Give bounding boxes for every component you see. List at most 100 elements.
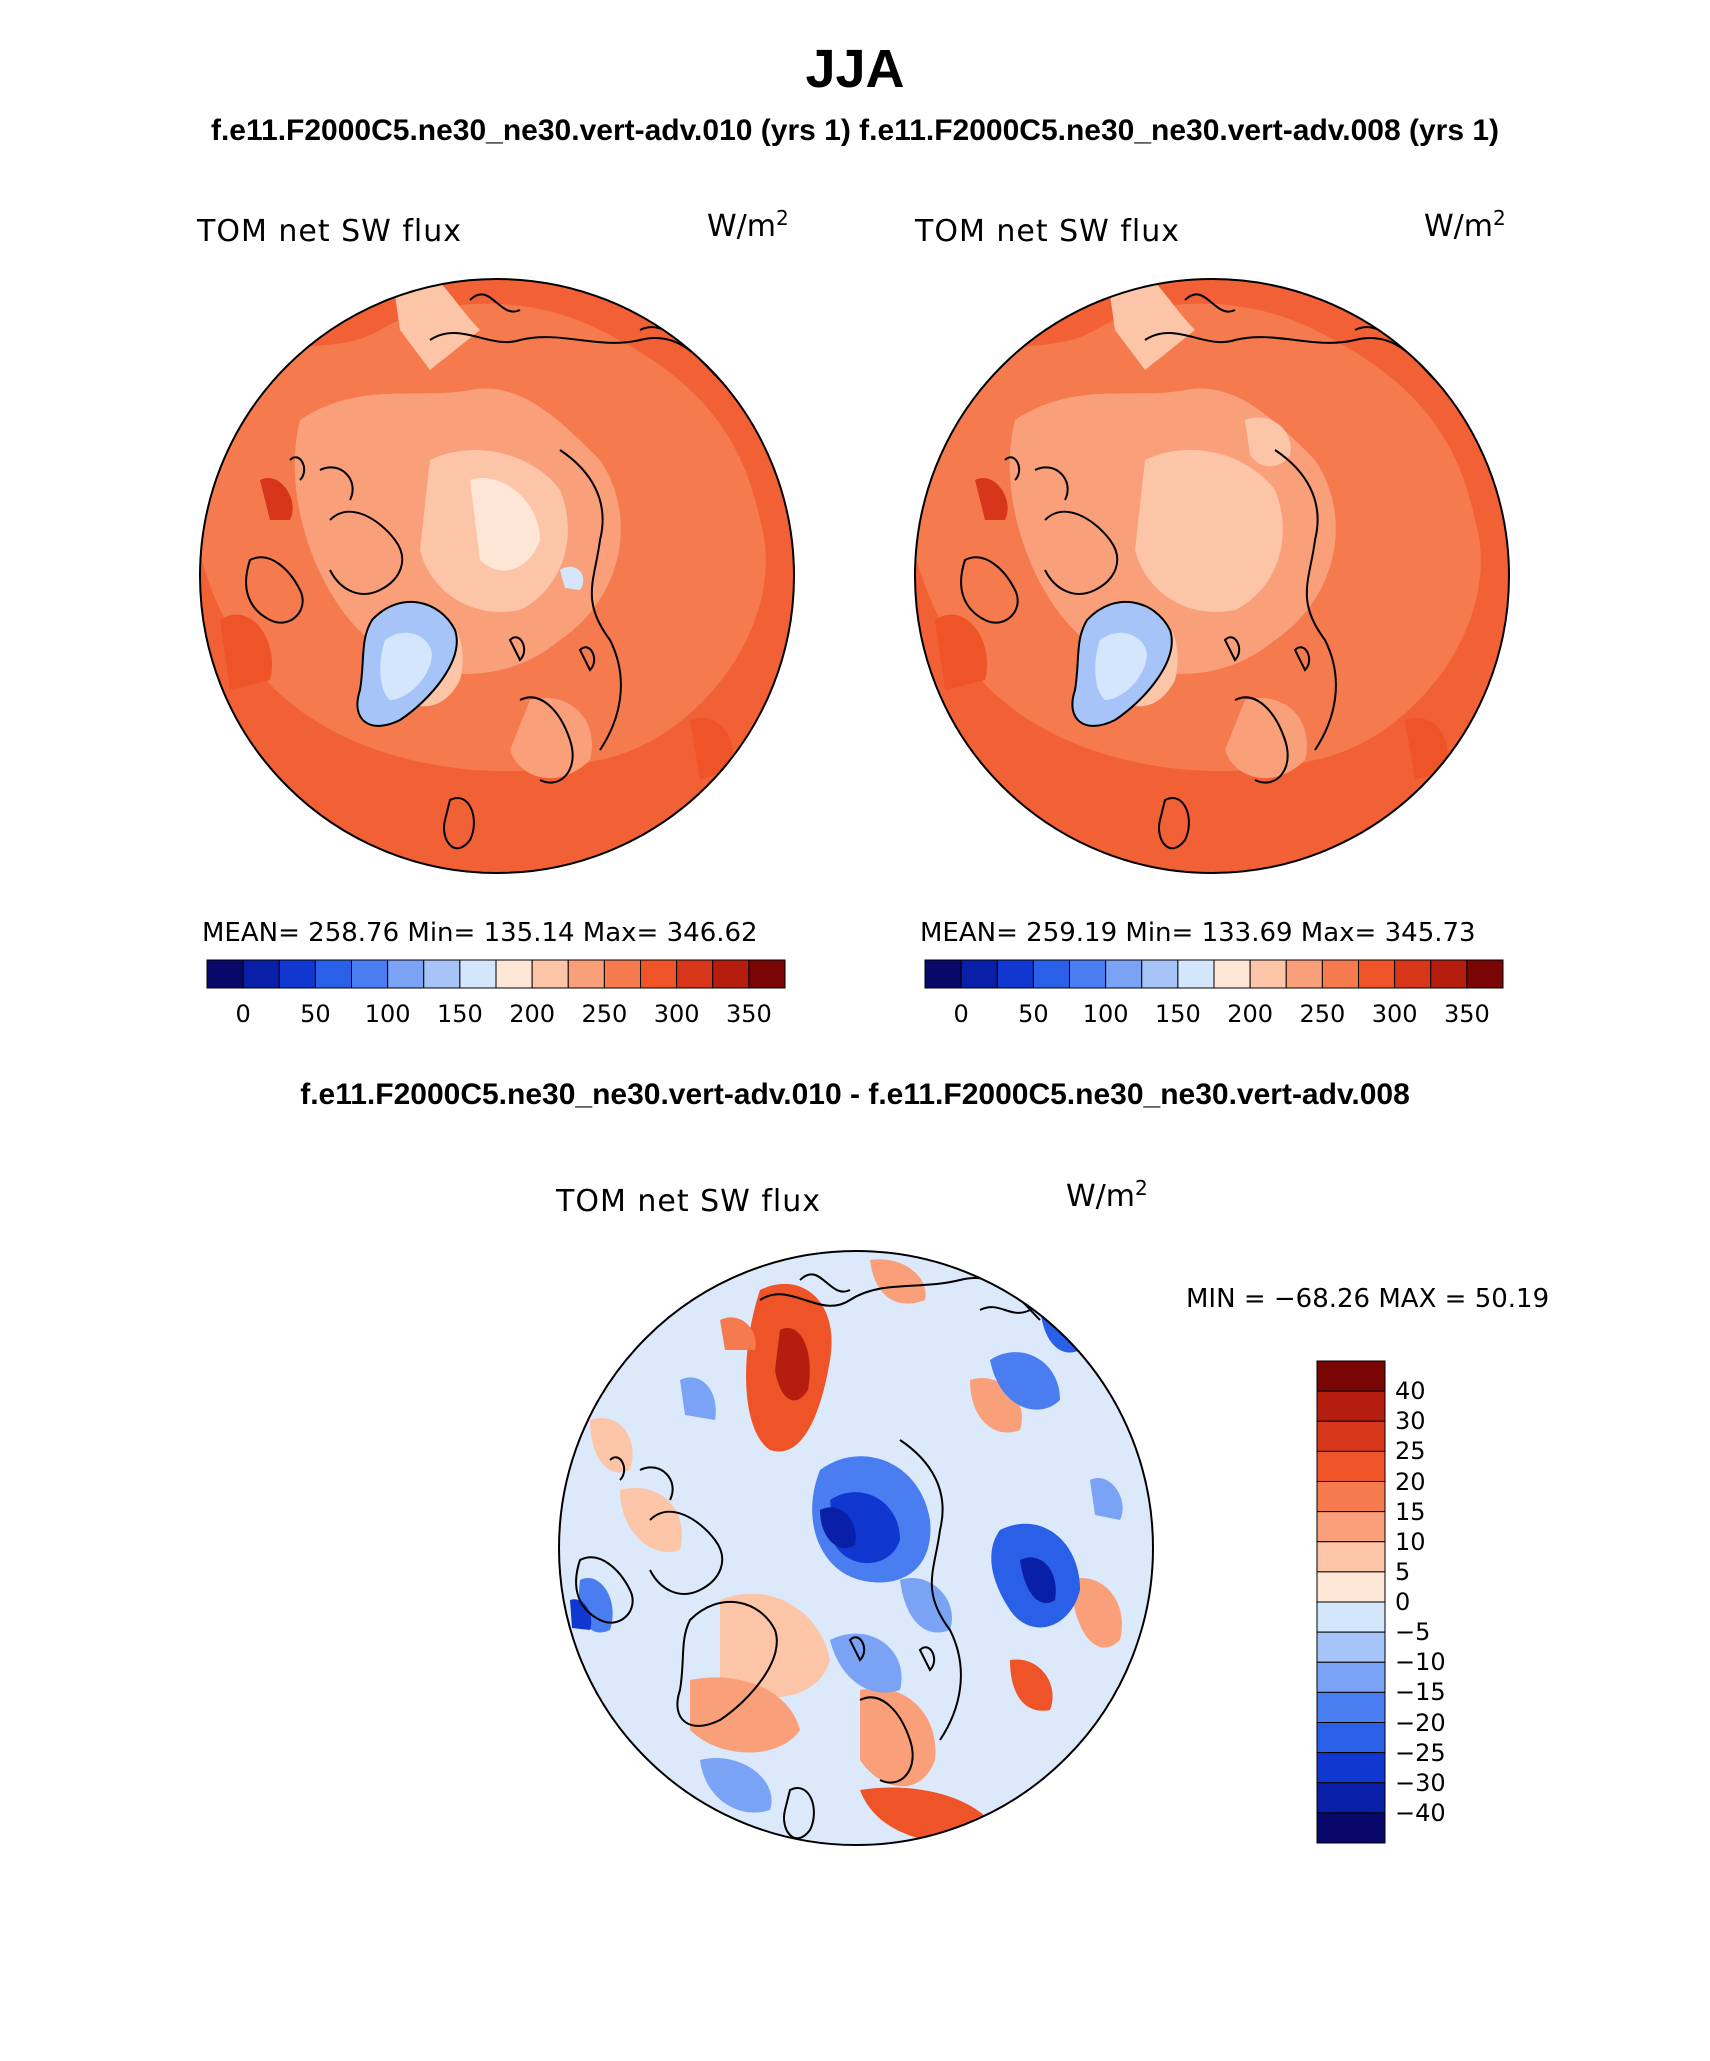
colorbar-swatch	[1316, 1481, 1386, 1513]
panel1-units-label: W/m2	[707, 206, 789, 244]
diff-title: f.e11.F2000C5.ne30_ne30.vert-adv.010 - f…	[300, 1078, 1410, 1111]
panel1-colorbar	[206, 959, 786, 989]
colorbar-tick-label: 50	[1018, 1000, 1049, 1028]
colorbar-swatch	[206, 959, 244, 989]
colorbar-swatch	[1249, 959, 1287, 989]
colorbar-swatch	[387, 959, 425, 989]
colorbar-swatch	[1316, 1571, 1386, 1603]
colorbar-swatch	[1466, 959, 1504, 989]
colorbar-tick-label: 25	[1395, 1437, 1426, 1466]
colorbar-tick-label: 0	[953, 1000, 969, 1028]
colorbar-tick-label: −25	[1395, 1738, 1446, 1767]
colorbar-tick-label: 0	[1395, 1588, 1411, 1616]
colorbar-swatch	[459, 959, 497, 989]
colorbar-swatch	[712, 959, 750, 989]
diff-variable-label: TOM net SW flux	[556, 1184, 822, 1219]
colorbar-swatch	[351, 959, 389, 989]
colorbar-swatch	[1316, 1601, 1386, 1633]
diff-polar-map	[558, 1250, 1154, 1846]
colorbar-tick-label: 250	[581, 1000, 628, 1028]
colorbar-swatch	[640, 959, 678, 989]
panel1-stats: MEAN= 258.76 Min= 135.14 Max= 346.62	[202, 918, 758, 948]
colorbar-swatch	[1316, 1661, 1386, 1693]
colorbar-tick-label: 50	[300, 1000, 331, 1028]
diff-stats: MIN = −68.26 MAX = 50.19	[1186, 1284, 1550, 1314]
colorbar-swatch	[1177, 959, 1215, 989]
colorbar-swatch	[676, 959, 714, 989]
colorbar-tick-label: −30	[1395, 1768, 1446, 1797]
colorbar-swatch	[1285, 959, 1323, 989]
colorbar-swatch	[748, 959, 786, 989]
colorbar-tick-label: 40	[1395, 1377, 1426, 1406]
colorbar-swatch	[567, 959, 605, 989]
colorbar-swatch	[1032, 959, 1070, 989]
diff-field	[559, 1251, 1153, 1845]
colorbar-tick-label: 100	[364, 1000, 411, 1028]
colorbar-tick-label: −15	[1395, 1678, 1446, 1707]
colorbar-swatch	[423, 959, 461, 989]
colorbar-swatch	[278, 959, 316, 989]
diff-units-label: W/m2	[1066, 1176, 1148, 1214]
colorbar-tick-label: 15	[1395, 1497, 1426, 1526]
colorbar-swatch	[1316, 1420, 1386, 1452]
panel1-variable-label: TOM net SW flux	[197, 214, 463, 249]
colorbar-swatch	[1105, 959, 1143, 989]
colorbar-swatch	[603, 959, 641, 989]
colorbar-swatch	[242, 959, 280, 989]
colorbar-tick-label: 250	[1299, 1000, 1346, 1028]
case-titles: f.e11.F2000C5.ne30_ne30.vert-adv.010 (yr…	[210, 114, 1500, 147]
panel2-stats: MEAN= 259.19 Min= 133.69 Max= 345.73	[920, 918, 1476, 948]
panel1-polar-map	[199, 278, 795, 874]
colorbar-swatch	[1316, 1691, 1386, 1723]
colorbar-swatch	[1316, 1752, 1386, 1784]
colorbar-swatch	[495, 959, 533, 989]
panel2-field	[915, 279, 1509, 873]
colorbar-tick-label: 200	[1227, 1000, 1274, 1028]
colorbar-swatch	[1316, 1541, 1386, 1573]
colorbar-tick-label: 350	[725, 1000, 772, 1028]
colorbar-tick-label: 150	[1154, 1000, 1201, 1028]
colorbar-swatch	[1321, 959, 1359, 989]
colorbar-tick-label: −10	[1395, 1648, 1446, 1677]
colorbar-tick-label: 0	[235, 1000, 251, 1028]
colorbar-tick-label: 300	[653, 1000, 700, 1028]
plot-title: JJA	[805, 39, 905, 99]
panel2-units-label: W/m2	[1424, 206, 1506, 244]
colorbar-swatch	[1069, 959, 1107, 989]
colorbar-swatch	[960, 959, 998, 989]
colorbar-tick-label: 100	[1082, 1000, 1129, 1028]
colorbar-tick-label: −5	[1395, 1618, 1431, 1647]
colorbar-tick-label: −20	[1395, 1708, 1446, 1737]
colorbar-swatch	[1316, 1631, 1386, 1663]
colorbar-tick-label: 5	[1395, 1557, 1411, 1586]
colorbar-tick-label: 300	[1371, 1000, 1418, 1028]
panel2-variable-label: TOM net SW flux	[915, 214, 1181, 249]
panel2-colorbar	[924, 959, 1504, 989]
diff-colorbar	[1316, 1360, 1386, 1844]
colorbar-swatch	[1316, 1722, 1386, 1754]
colorbar-tick-label: 150	[436, 1000, 483, 1028]
colorbar-tick-label: 10	[1395, 1527, 1426, 1556]
colorbar-swatch	[314, 959, 352, 989]
colorbar-swatch	[996, 959, 1034, 989]
colorbar-swatch	[1316, 1390, 1386, 1422]
colorbar-swatch	[1316, 1450, 1386, 1482]
colorbar-swatch	[1141, 959, 1179, 989]
colorbar-tick-label: 30	[1395, 1407, 1426, 1436]
colorbar-tick-label: 350	[1443, 1000, 1490, 1028]
colorbar-swatch	[1316, 1812, 1386, 1844]
colorbar-swatch	[1358, 959, 1396, 989]
colorbar-swatch	[531, 959, 569, 989]
colorbar-swatch	[1394, 959, 1432, 989]
colorbar-swatch	[1430, 959, 1468, 989]
colorbar-swatch	[1213, 959, 1251, 989]
colorbar-swatch	[1316, 1782, 1386, 1814]
panel1-field	[200, 279, 794, 873]
colorbar-swatch	[1316, 1360, 1386, 1392]
colorbar-tick-label: 20	[1395, 1467, 1426, 1496]
colorbar-swatch	[924, 959, 962, 989]
colorbar-tick-label: −40	[1395, 1798, 1446, 1827]
panel2-polar-map	[914, 278, 1510, 874]
colorbar-swatch	[1316, 1511, 1386, 1543]
